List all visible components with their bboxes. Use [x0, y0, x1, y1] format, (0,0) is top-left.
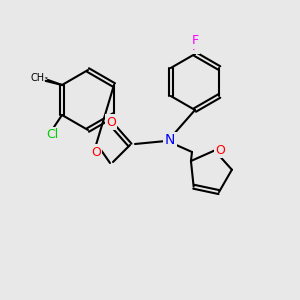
- Text: N: N: [165, 133, 175, 147]
- Text: Cl: Cl: [46, 128, 58, 142]
- Text: CH₃: CH₃: [31, 73, 49, 83]
- Text: O: O: [106, 116, 116, 128]
- Text: F: F: [191, 40, 199, 52]
- Text: O: O: [216, 144, 226, 157]
- Text: O: O: [91, 146, 101, 158]
- Text: F: F: [191, 34, 199, 47]
